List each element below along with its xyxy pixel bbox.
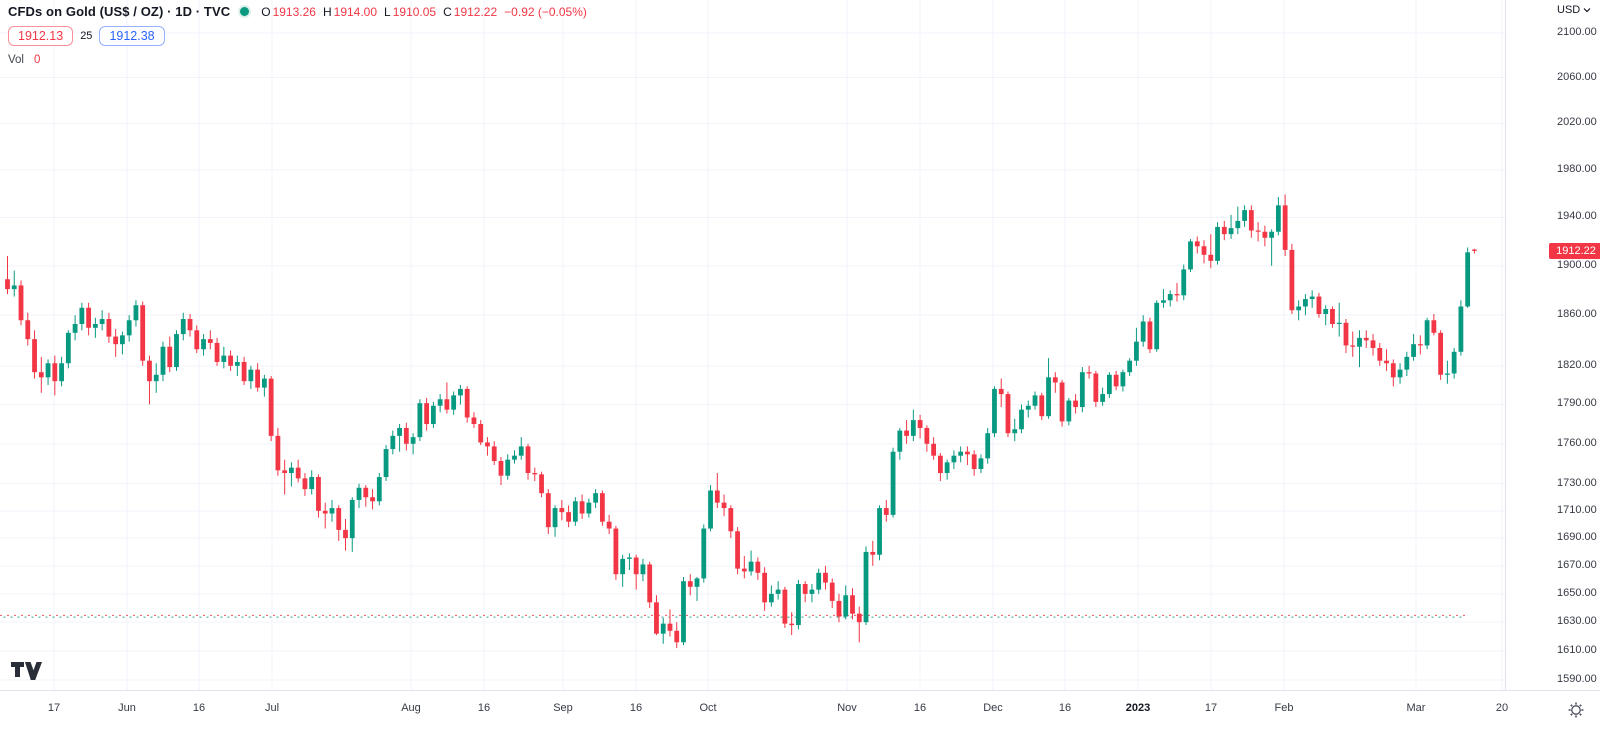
price-tick-label: 1980.00 [1557,162,1597,175]
low-label: L [384,4,391,19]
time-tick-label: Dec [983,702,1003,714]
price-tick-label: 1730.00 [1557,476,1597,489]
price-tick-label: 1860.00 [1557,308,1597,321]
close-value: 1912.22 [453,4,498,19]
price-tick-label: 1610.00 [1557,643,1597,656]
time-tick-label: 16 [192,702,206,714]
time-tick-label: 20 [1495,702,1509,714]
time-tick-label: 16 [1058,702,1072,714]
time-tick-label: 16 [629,702,643,714]
volume-label: Vol [8,54,24,66]
price-tick-label: 2100.00 [1557,26,1597,38]
candlestick-series [5,194,1477,649]
price-tick-label: 1790.00 [1557,397,1597,410]
time-tick-label: 17 [47,702,61,714]
price-tick-label: 1760.00 [1557,436,1597,449]
buy-button[interactable]: 1912.38 [99,26,165,46]
price-tick-label: 1650.00 [1557,586,1597,599]
price-tick-label: 1710.00 [1557,503,1597,516]
time-tick-label: Jun [118,702,136,714]
tradingview-logo[interactable] [10,661,44,683]
spread-value: 25 [80,30,93,42]
price-tick-label: 2020.00 [1557,116,1597,129]
price-tick-label: 1820.00 [1557,358,1597,371]
volume-value: 0 [34,54,41,66]
low-value: 1910.05 [392,4,437,19]
time-tick-label: Oct [699,702,717,714]
price-level-dashed-lines [0,614,1465,618]
time-tick-label: Mar [1406,702,1426,714]
close-label: C [443,4,452,19]
price-axis[interactable]: USD 1912.22 2100.00 2060.00 2020.00 1980.00… [1505,0,1600,690]
time-tick-label: Feb [1274,702,1294,714]
change-value: −0.92 (−0.05%) [504,4,587,19]
currency-selector[interactable]: USD [1557,4,1591,16]
high-label: H [322,4,332,19]
time-tick-label: 16 [477,702,491,714]
time-tick-label: Sep [553,702,573,714]
time-tick-label: 17 [1204,702,1218,714]
ohlc-values: O 1913.26 H 1914.00 L 1910.05 C 1912.22 [261,5,497,19]
open-value: 1913.26 [272,4,316,19]
price-tick-label: 1630.00 [1557,615,1597,628]
time-tick-label: 2023 [1125,702,1151,714]
time-tick-label: Aug [401,702,421,714]
price-tick-label: 1900.00 [1557,258,1597,271]
price-tick-label: 1940.00 [1557,210,1597,223]
market-status-icon[interactable] [240,7,250,16]
currency-label: USD [1557,4,1581,16]
price-tick-label: 1590.00 [1557,673,1597,685]
sell-button[interactable]: 1912.13 [8,26,74,46]
grid-lines [0,0,1505,690]
price-tick-label: 1690.00 [1557,531,1597,544]
legend: CFDs on Gold (US$ / OZ) · 1D · TVC O 1913… [8,4,587,66]
time-axis[interactable]: 17 Jun 16 Jul Aug 16 Sep 16 Oct Nov 16 Dec 16 2023 17 F… [0,690,1600,729]
chevron-down-icon [1583,8,1591,13]
symbol-title[interactable]: CFDs on Gold (US$ / OZ) · 1D · TVC [8,4,231,19]
time-tick-label: 16 [913,702,927,714]
last-price-tag: 1912.22 [1549,242,1600,259]
settings-gear-icon[interactable] [1565,699,1587,721]
time-tick-label: Jul [264,702,280,714]
high-value: 1914.00 [333,4,378,19]
open-label: O [261,4,271,19]
price-tick-label: 2060.00 [1557,70,1597,83]
price-tick-label: 1670.00 [1557,558,1597,571]
time-tick-label: Nov [837,702,857,714]
